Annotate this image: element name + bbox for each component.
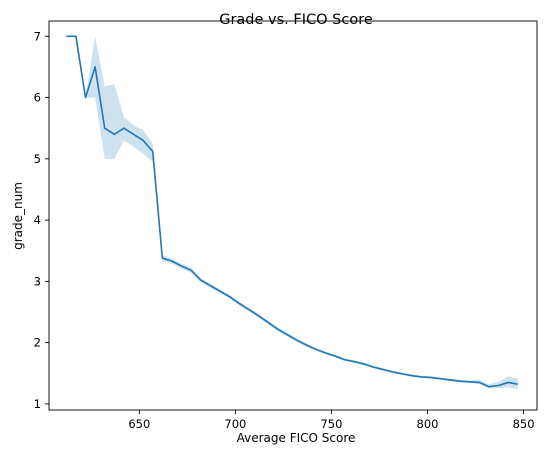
x-tick: 650 xyxy=(128,410,150,431)
confidence-band xyxy=(66,36,518,390)
y-tick: 5 xyxy=(34,152,49,166)
x-tick-label: 850 xyxy=(513,417,535,431)
y-tick-label: 3 xyxy=(34,274,41,288)
y-tick-label: 5 xyxy=(34,152,41,166)
y-tick: 6 xyxy=(34,91,49,105)
axes-frame xyxy=(48,20,538,411)
x-tick-label: 800 xyxy=(417,417,439,431)
y-tick: 3 xyxy=(34,274,49,288)
chart-title: Grade vs. FICO Score xyxy=(219,12,373,28)
x-tick: 750 xyxy=(320,410,342,431)
y-axis-ticks: 1 2 3 4 5 6 7 xyxy=(34,29,49,411)
x-tick-label: 750 xyxy=(320,417,342,431)
y-tick-label: 4 xyxy=(34,213,41,227)
x-tick-label: 700 xyxy=(224,417,246,431)
y-tick: 2 xyxy=(34,336,49,350)
y-tick: 7 xyxy=(34,29,49,43)
y-tick-label: 1 xyxy=(34,397,41,411)
x-axis-label: Average FICO Score xyxy=(237,431,356,445)
y-tick: 4 xyxy=(34,213,49,227)
x-tick: 800 xyxy=(417,410,439,431)
y-tick-label: 7 xyxy=(34,29,41,43)
y-tick: 1 xyxy=(34,397,49,411)
plot-area xyxy=(66,35,518,390)
y-tick-label: 2 xyxy=(34,336,41,350)
x-axis-ticks: 650 700 750 800 850 xyxy=(128,410,535,431)
x-tick: 850 xyxy=(513,410,535,431)
series-line xyxy=(66,35,518,388)
y-axis-label: grade_num xyxy=(11,182,25,250)
x-tick-label: 650 xyxy=(128,417,150,431)
y-tick-label: 6 xyxy=(34,91,41,105)
x-tick: 700 xyxy=(224,410,246,431)
